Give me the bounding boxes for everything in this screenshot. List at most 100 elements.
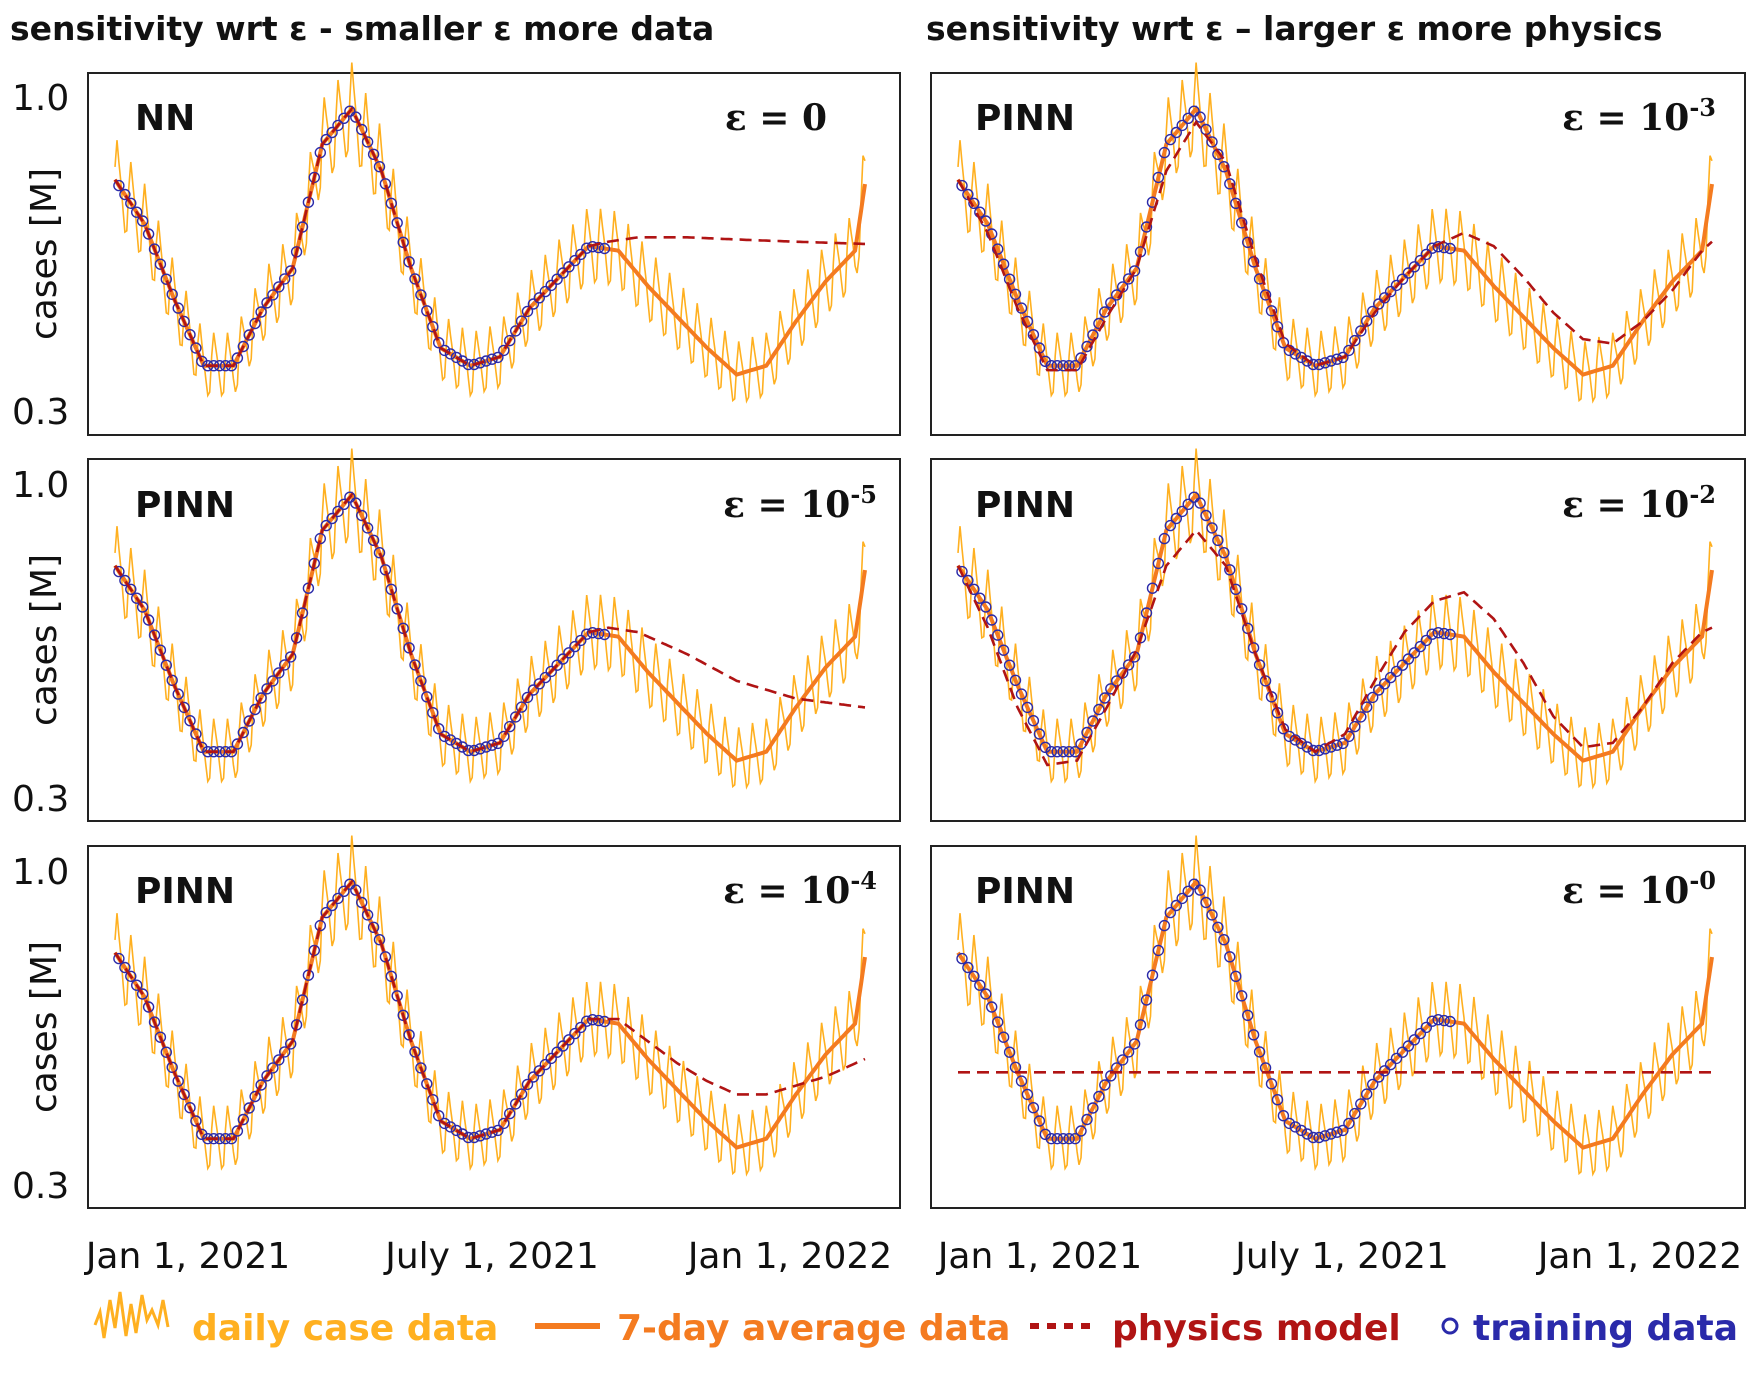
training-data-point <box>1313 1131 1325 1144</box>
training-data-point <box>1384 285 1397 298</box>
training-data-point <box>367 148 380 161</box>
training-data-point <box>279 659 291 671</box>
training-data-point <box>563 1034 575 1046</box>
seven-day-average-series <box>956 105 1714 377</box>
training-data-point <box>1099 1079 1111 1091</box>
training-data-point <box>320 519 332 532</box>
training-data-point <box>1319 357 1331 369</box>
panel-frame-1 <box>87 72 901 436</box>
panel-model-label-3: PINN <box>135 485 235 526</box>
training-data-point <box>361 136 374 148</box>
training-data-point <box>1402 653 1415 665</box>
training-data-point <box>1051 1132 1063 1145</box>
training-data-point <box>172 1075 184 1087</box>
training-data-point <box>486 1126 498 1138</box>
training-data-point <box>326 899 338 912</box>
training-data-point <box>361 522 374 534</box>
training-data-point <box>1241 236 1254 249</box>
training-data-point <box>261 297 273 309</box>
training-data-point <box>267 675 279 687</box>
training-data-point <box>1408 261 1421 273</box>
training-data-point <box>154 644 167 656</box>
training-data-point <box>980 601 992 613</box>
training-data-point <box>1241 1009 1254 1021</box>
training-data-point <box>1140 221 1153 233</box>
training-data-point <box>968 970 980 982</box>
training-data-point <box>1337 1124 1349 1137</box>
training-data-point <box>373 547 386 559</box>
training-data-point <box>427 1093 439 1106</box>
training-data-point <box>421 1078 433 1090</box>
training-data-point <box>1390 279 1403 292</box>
training-data-point <box>1349 720 1361 733</box>
training-data-point <box>166 1061 178 1074</box>
y-axis-label-row-2: cases [M] <box>24 554 65 726</box>
training-data-point <box>1105 1070 1117 1082</box>
plot-area-5 <box>113 835 867 1177</box>
training-data-point <box>367 534 380 546</box>
training-data-point <box>385 197 397 210</box>
training-data-point <box>249 703 261 716</box>
training-data-point <box>521 305 534 318</box>
training-data-point <box>1295 351 1308 364</box>
legend-physics-label: physics model <box>1112 1308 1401 1349</box>
panel-frame-3 <box>87 458 901 822</box>
training-data-point <box>350 884 362 896</box>
training-data-point <box>474 1130 486 1142</box>
training-data-point <box>557 653 569 665</box>
training-data-point <box>326 126 338 139</box>
training-data-point <box>504 334 516 347</box>
training-data-point <box>1390 665 1403 678</box>
training-data-point <box>279 1046 291 1058</box>
training-data-point <box>1045 746 1058 758</box>
panel-epsilon-label-1: ε = 0 <box>725 97 827 139</box>
training-data-point <box>444 734 457 746</box>
training-data-point <box>285 265 297 277</box>
training-data-point <box>1027 1101 1040 1114</box>
training-data-point <box>136 988 149 1000</box>
training-data-point <box>1206 136 1218 148</box>
training-data-point <box>581 242 593 254</box>
training-data-point <box>1438 627 1450 640</box>
training-data-point <box>992 1016 1004 1028</box>
training-data-point <box>1349 1107 1361 1120</box>
training-data-point <box>456 355 469 367</box>
plot-area-2 <box>956 62 1714 404</box>
training-data-point <box>421 305 433 317</box>
training-data-point <box>492 351 504 364</box>
training-data-point <box>468 1131 480 1144</box>
training-data-point <box>569 254 581 267</box>
training-data-point <box>1122 1046 1135 1058</box>
training-data-point <box>350 497 362 509</box>
training-data-point <box>391 603 403 615</box>
training-data-point <box>409 273 421 285</box>
training-data-point <box>1331 353 1343 365</box>
training-data-point <box>575 248 587 261</box>
training-data-point <box>1325 355 1337 367</box>
seven-day-average-series <box>956 491 1714 763</box>
training-data-point <box>1259 289 1272 301</box>
plot-area-6 <box>956 835 1714 1177</box>
training-data-point <box>510 325 522 337</box>
training-data-point <box>992 243 1004 255</box>
training-data-point <box>1003 273 1016 285</box>
training-data-point <box>148 629 161 641</box>
y-axis-label-row-1: cases [M] <box>24 168 65 340</box>
training-data-point <box>1337 737 1349 750</box>
training-data-point <box>385 970 397 982</box>
training-data-point <box>997 1031 1010 1043</box>
training-data-point <box>356 123 368 136</box>
training-data-point <box>1319 743 1331 755</box>
training-data-point <box>1444 1015 1456 1028</box>
training-data-point <box>190 728 202 740</box>
training-data-point <box>160 1046 173 1058</box>
training-data-point <box>249 317 261 330</box>
training-data-point <box>403 256 415 268</box>
training-data-point <box>1033 1115 1046 1127</box>
training-data-point <box>1081 726 1093 739</box>
training-data-point <box>1253 659 1266 671</box>
training-data-point <box>130 592 143 604</box>
training-data-point <box>581 628 593 640</box>
training-data-point <box>332 505 344 518</box>
legend-daily-swatch <box>93 1291 170 1339</box>
